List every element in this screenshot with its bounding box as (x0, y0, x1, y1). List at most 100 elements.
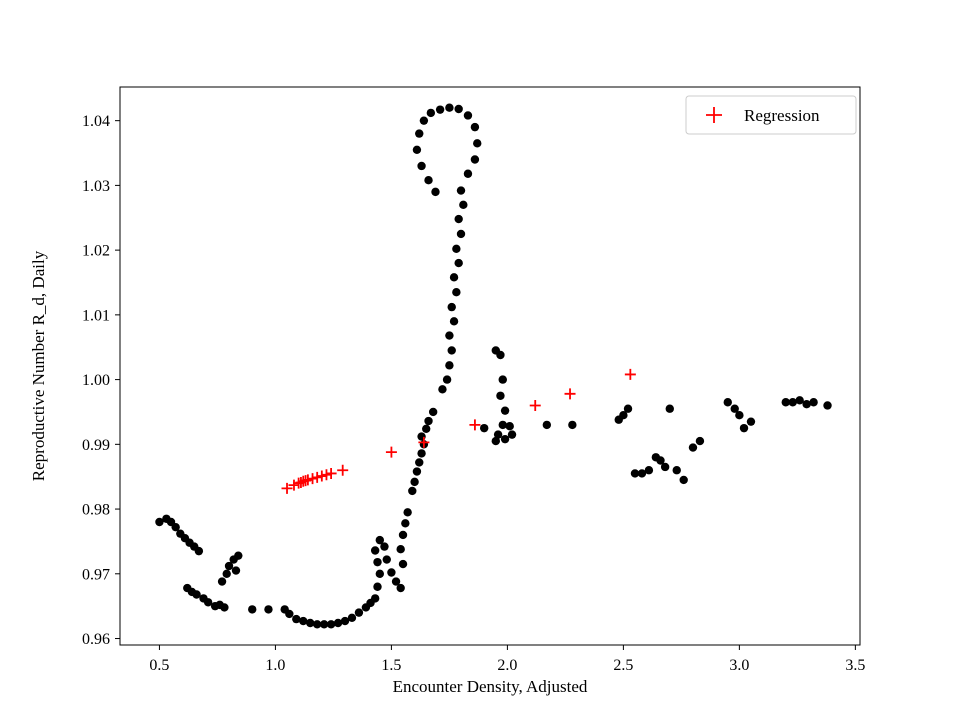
regression-point (418, 436, 430, 448)
scatter-point (679, 475, 688, 485)
scatter-point (387, 568, 396, 577)
scatter-point (234, 551, 243, 560)
scatter-point (424, 176, 433, 185)
scatter-point (498, 375, 507, 384)
scatter-point (568, 420, 577, 430)
scatter-point (630, 469, 640, 478)
scatter-point (449, 273, 459, 282)
scatter-point (380, 542, 389, 551)
scatter-point (449, 317, 459, 326)
regression-point (337, 464, 349, 476)
scatter-point (422, 424, 431, 433)
y-tick-label: 1.02 (82, 243, 110, 260)
scatter-point (412, 467, 422, 476)
scatter-point (248, 605, 257, 614)
regression-point (295, 477, 307, 489)
plot-area (119, 86, 861, 646)
y-tick-label: 1.03 (82, 178, 110, 195)
y-tick-label: 1.04 (82, 113, 110, 130)
scatter-point (445, 103, 454, 112)
scatter-point (194, 546, 204, 556)
scatter-point (424, 416, 433, 426)
scatter-point (419, 116, 429, 125)
scatter-point (417, 161, 426, 171)
scatter-point (373, 557, 382, 567)
scatter-point (347, 613, 357, 623)
scatter-point (660, 462, 670, 472)
scatter-point (285, 609, 294, 619)
scatter-point (442, 375, 452, 384)
scatter-point (222, 569, 231, 578)
scatter-point (695, 436, 705, 446)
legend-marker-plus-icon (706, 107, 722, 123)
scatter-point (739, 423, 749, 433)
scatter-point (417, 449, 426, 458)
legend: Regression (685, 95, 857, 135)
regression-point (624, 368, 636, 380)
scatter-point (171, 522, 180, 532)
scatter-point (505, 422, 514, 431)
scatter-point (665, 404, 674, 413)
scatter-point (500, 406, 510, 415)
scatter-point (644, 466, 654, 475)
x-tick-label: 2.0 (497, 657, 517, 674)
scatter-point (507, 430, 517, 439)
y-axis-label: Reproductive Number R_d, Daily (29, 250, 48, 481)
scatter-point (656, 456, 665, 465)
scatter-point (456, 229, 466, 239)
scatter-point (454, 214, 463, 224)
scatter-point (454, 104, 463, 114)
scatter-point (192, 590, 201, 599)
scatter-point (723, 398, 732, 407)
scatter-point (491, 436, 500, 446)
scatter-point (373, 582, 382, 591)
regression-point (469, 419, 481, 431)
regression-point (281, 482, 293, 494)
scatter-point (781, 398, 790, 407)
scatter-point (410, 477, 419, 487)
scatter-point (155, 517, 164, 527)
scatter-point (412, 145, 422, 154)
scatter-point (354, 608, 364, 617)
regression-point (307, 473, 319, 485)
x-tick-label: 3.5 (845, 657, 865, 674)
y-tick-label: 0.97 (82, 566, 110, 583)
y-tick-label: 0.96 (82, 631, 110, 648)
scatter-point (454, 258, 463, 268)
scatter-point (542, 420, 552, 430)
y-tick-label: 1.00 (82, 372, 110, 389)
scatter-point (493, 430, 503, 439)
regression-point (325, 467, 337, 479)
scatter-point (746, 417, 756, 426)
scatter-point (480, 423, 489, 433)
scatter-point (735, 410, 744, 420)
scatter-point (470, 122, 480, 132)
x-tick-label: 0.5 (149, 657, 169, 674)
y-axis-ticks: 0.96 0.97 0.98 0.99 1.00 1.01 1.02 1.03 1.04 (82, 113, 120, 648)
scatter-point (220, 603, 229, 612)
scatter-point (672, 466, 681, 475)
scatter-point (498, 420, 507, 430)
scatter-point (396, 544, 405, 554)
scatter-point (823, 401, 832, 410)
scatter-point (217, 577, 227, 586)
scatter-point (463, 169, 473, 178)
scatter-point (312, 620, 322, 629)
x-tick-label: 1.0 (265, 657, 285, 674)
scatter-point (637, 469, 647, 478)
scatter-point (473, 139, 482, 148)
regression-point (320, 469, 332, 481)
scatter-point (333, 618, 343, 628)
scatter-point (391, 577, 401, 586)
regression-point (529, 399, 541, 411)
scatter-point (445, 361, 454, 370)
scatter-point (401, 519, 410, 528)
scatter-point (456, 186, 466, 195)
y-tick-label: 1.01 (82, 307, 110, 324)
scatter-point (438, 385, 447, 394)
x-tick-label: 3.0 (729, 657, 749, 674)
scatter-point (299, 616, 308, 626)
scatter-point (452, 244, 461, 254)
scatter-point (500, 434, 510, 444)
